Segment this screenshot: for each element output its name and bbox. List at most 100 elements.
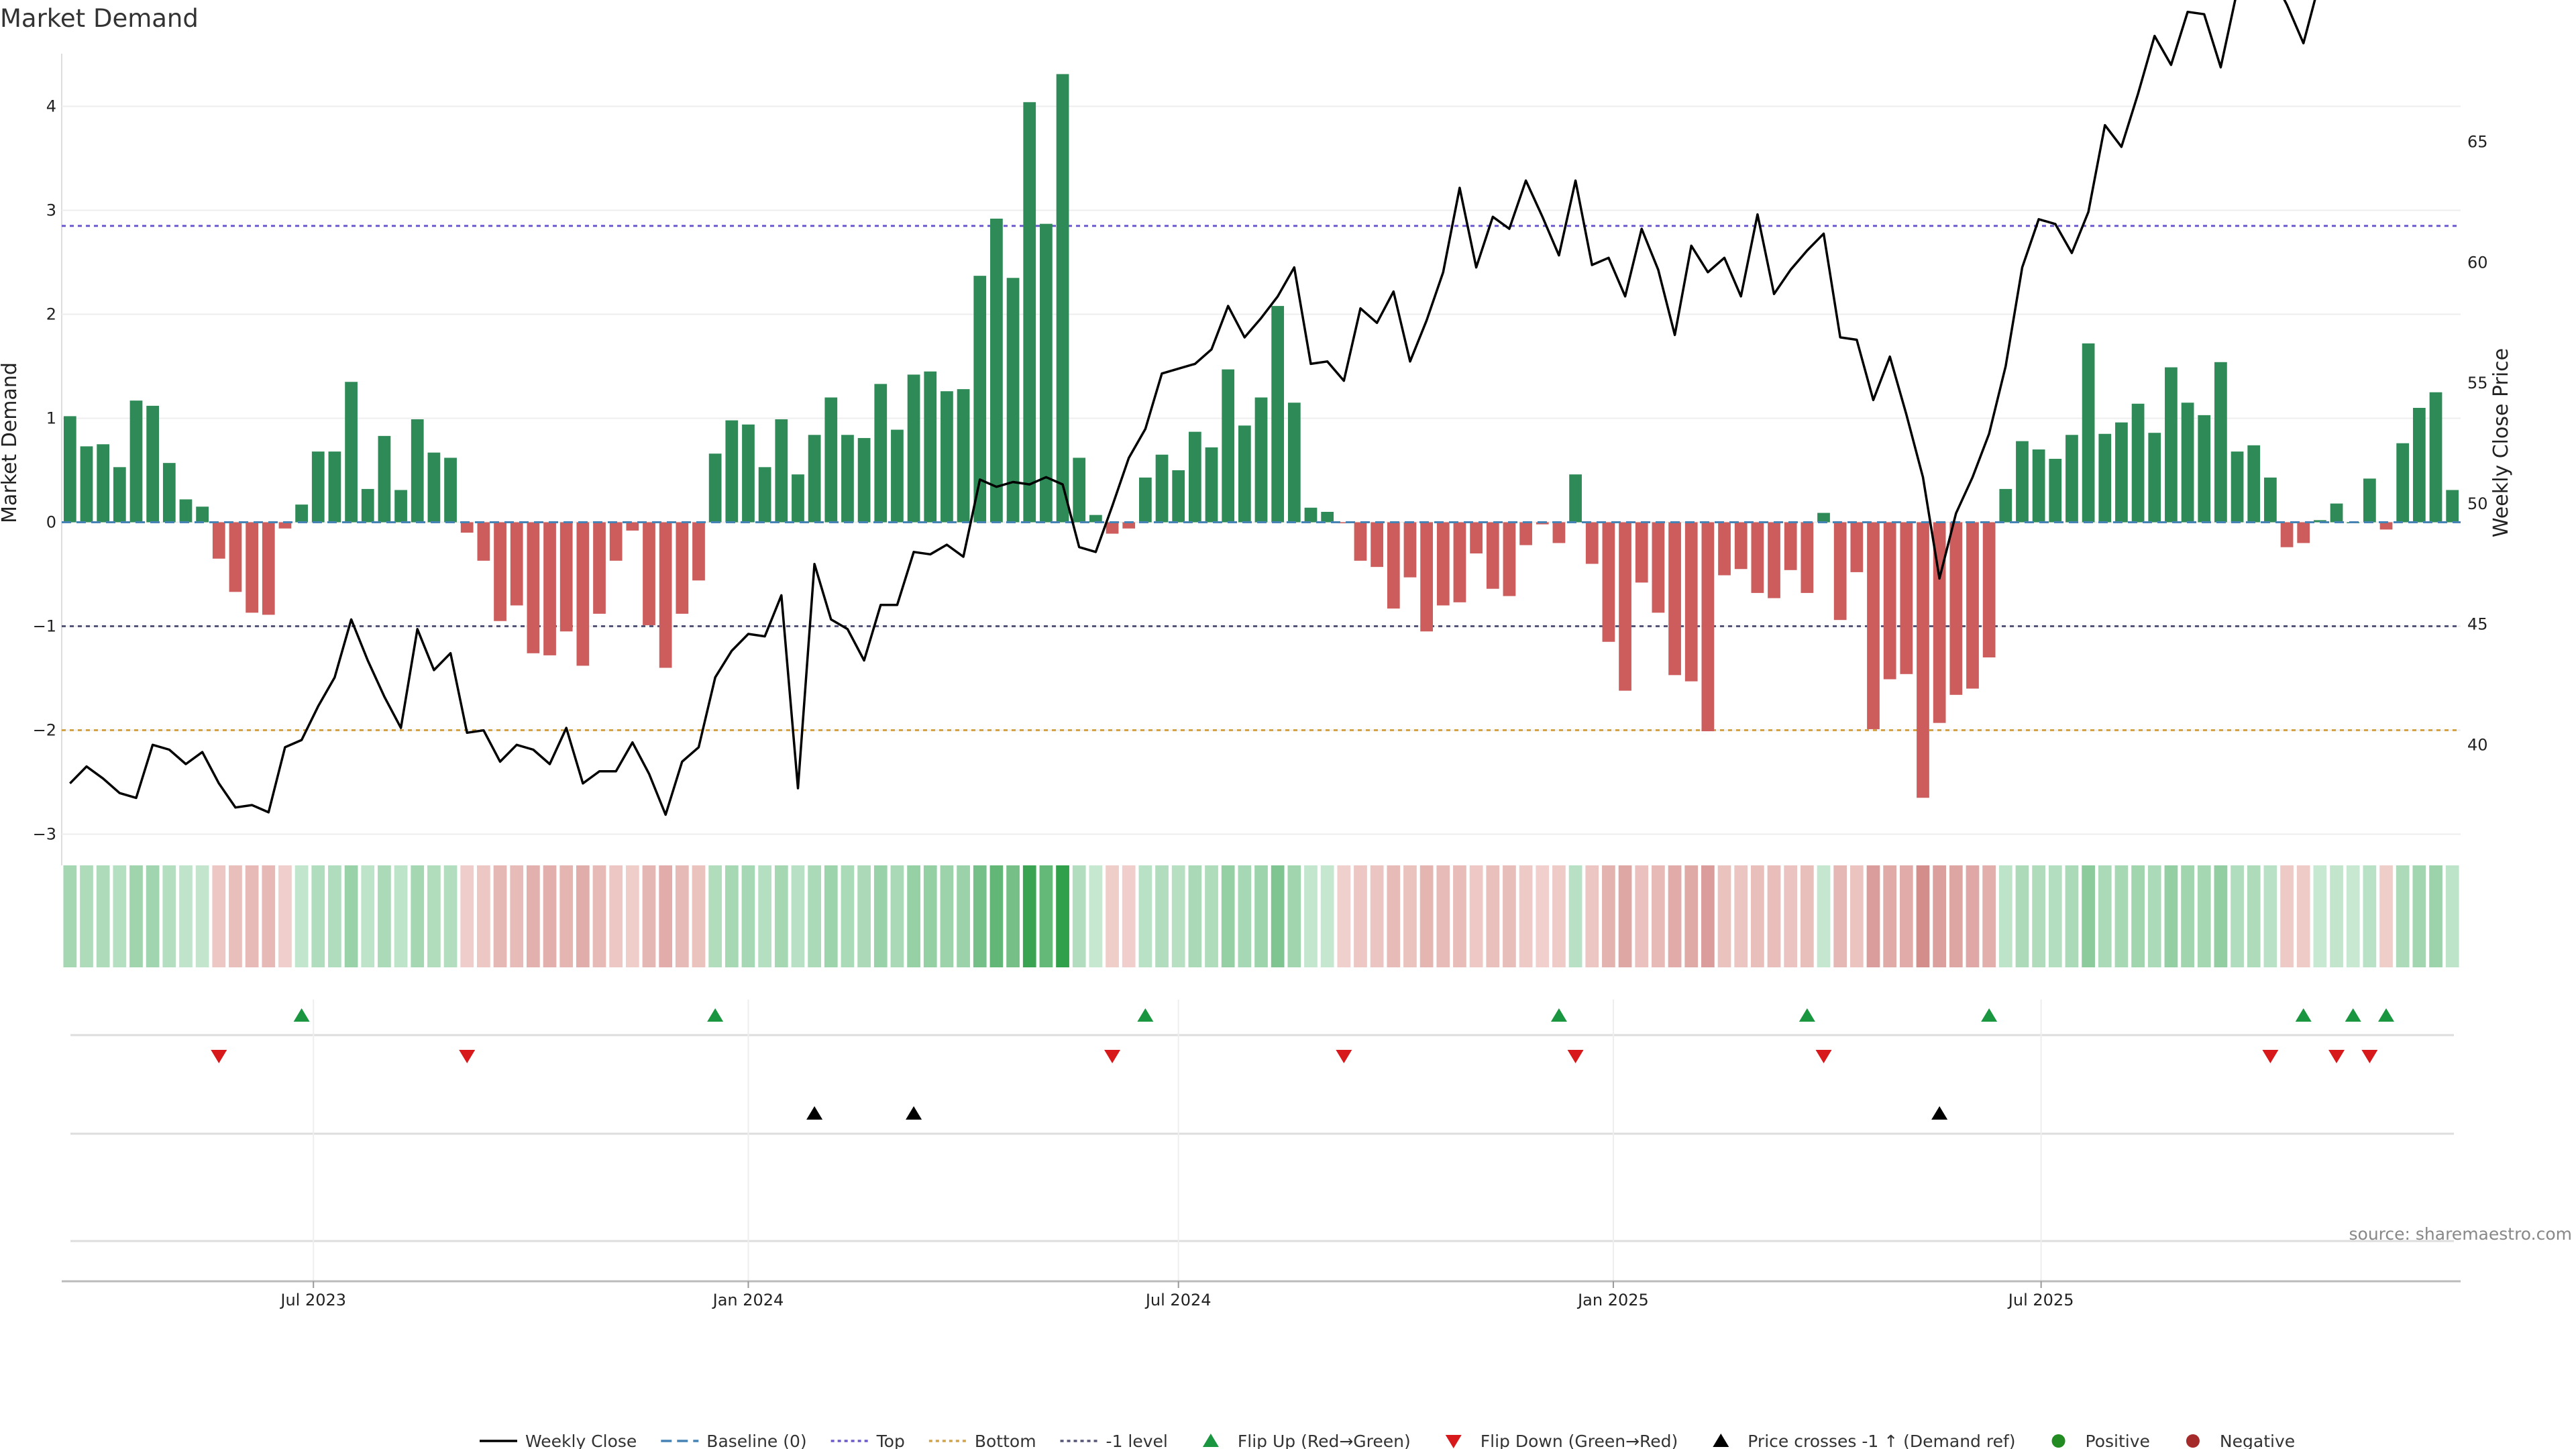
heat-cell <box>2231 865 2244 967</box>
legend-label: -1 level <box>1106 1432 1168 1449</box>
flip-down-marker <box>1815 1050 1832 1063</box>
heat-cell <box>1602 865 1615 967</box>
demand-bar <box>692 522 705 581</box>
heat-cell <box>543 865 557 967</box>
heat-cell <box>1403 865 1417 967</box>
demand-bar <box>411 419 424 523</box>
heat-cell <box>2114 865 2129 967</box>
y-right-tick-label: 50 <box>2467 494 2488 513</box>
heat-cell <box>1998 865 2012 967</box>
demand-bar <box>907 374 920 523</box>
heat-cell <box>824 865 838 967</box>
legend-swatch <box>2186 1434 2200 1448</box>
demand-bar <box>2330 503 2343 523</box>
heat-cell <box>1287 865 1301 967</box>
demand-bar <box>1784 522 1797 570</box>
heat-cell <box>493 865 507 967</box>
heat-cell <box>1750 865 1764 967</box>
y-left-tick-label: 2 <box>46 305 56 324</box>
price-cross-marker <box>806 1106 823 1120</box>
demand-bar <box>196 506 209 523</box>
demand-bar <box>2148 433 2161 523</box>
demand-bar <box>2446 490 2459 523</box>
flip-down-marker <box>211 1050 227 1063</box>
weekly-close-line <box>69 0 2316 816</box>
legend-label: Positive <box>2086 1432 2150 1449</box>
heat-cell <box>592 865 606 967</box>
demand-bar <box>1453 522 1466 602</box>
x-tick-label: Jan 2025 <box>1576 1291 1649 1309</box>
heat-cell <box>1519 865 1533 967</box>
legend-label: Flip Down (Green→Red) <box>1481 1432 1678 1449</box>
heat-cell <box>1469 865 1483 967</box>
demand-bar <box>2131 403 2145 523</box>
demand-bar <box>2082 343 2095 523</box>
demand-bar <box>1684 522 1698 682</box>
demand-bar <box>2247 445 2261 523</box>
heat-cell <box>1122 865 1136 967</box>
heat-cell <box>1370 865 1384 967</box>
heat-cell <box>2181 865 2194 967</box>
demand-bar <box>1619 522 1631 691</box>
demand-bar <box>510 522 523 606</box>
heat-cell <box>1419 865 1434 967</box>
demand-bar <box>444 458 457 523</box>
heat-cell <box>1171 865 1185 967</box>
demand-bar <box>477 522 490 561</box>
heat-cell <box>1817 865 1831 967</box>
heat-cell <box>2214 865 2228 967</box>
heat-cell <box>1767 865 1781 967</box>
heat-cell <box>2098 865 2112 967</box>
heat-cell <box>1866 865 1880 967</box>
demand-bar <box>1155 454 1169 523</box>
demand-bar <box>378 435 391 523</box>
demand-bar <box>1652 522 1665 613</box>
demand-bar <box>1933 522 1946 723</box>
demand-bar <box>742 424 755 523</box>
heat-cell <box>758 865 772 967</box>
legend-swatch <box>1202 1434 1219 1447</box>
price-cross-marker <box>1931 1106 1948 1120</box>
heat-cell <box>1503 865 1516 967</box>
flip-up-marker <box>1137 1008 1154 1022</box>
main-panel: −3 −2 −1 0 1 2 3 4 40 45 50 55 60 65 <box>33 0 2488 865</box>
heat-cell <box>1536 865 1550 967</box>
heat-cell <box>2346 865 2360 967</box>
demand-bar <box>1999 488 2012 523</box>
heat-cell <box>229 865 242 967</box>
demand-bar <box>1073 458 1086 523</box>
heat-cell <box>1254 865 1268 967</box>
heat-cell <box>841 865 855 967</box>
demand-bar <box>2363 478 2376 523</box>
demand-bar <box>841 435 854 523</box>
demand-bar <box>1106 522 1119 534</box>
demand-bar <box>1040 223 1053 523</box>
demand-bar <box>2065 435 2078 523</box>
heat-cell <box>394 865 408 967</box>
heat-cell <box>212 865 226 967</box>
heat-cell <box>63 865 77 967</box>
demand-bar <box>1172 470 1185 523</box>
demand-bar <box>1982 522 1996 657</box>
demand-bar <box>1238 425 1251 523</box>
y-right-tick-label: 45 <box>2467 615 2488 634</box>
demand-bar <box>179 499 193 523</box>
source-note: source: sharemaestro.com <box>2349 1224 2573 1244</box>
flip-down-marker <box>459 1050 476 1063</box>
heat-cell <box>741 865 755 967</box>
heat-cell <box>857 865 871 967</box>
heat-cell <box>477 865 490 967</box>
demand-bar <box>758 467 771 523</box>
legend-label: Price crosses -1 ↑ (Demand ref) <box>1748 1432 2015 1449</box>
heat-cell <box>1354 865 1367 967</box>
legend-item: Bottom <box>928 1432 1036 1449</box>
heat-cell <box>973 865 987 967</box>
demand-bar <box>1883 522 1896 680</box>
demand-bar <box>2297 522 2310 543</box>
demand-bar <box>1635 522 1648 583</box>
demand-bar <box>2264 477 2277 523</box>
heat-cell <box>1652 865 1665 967</box>
heat-cell <box>1966 865 1980 967</box>
heat-cell <box>2379 865 2393 967</box>
y-left-tick-label: −2 <box>33 721 56 740</box>
